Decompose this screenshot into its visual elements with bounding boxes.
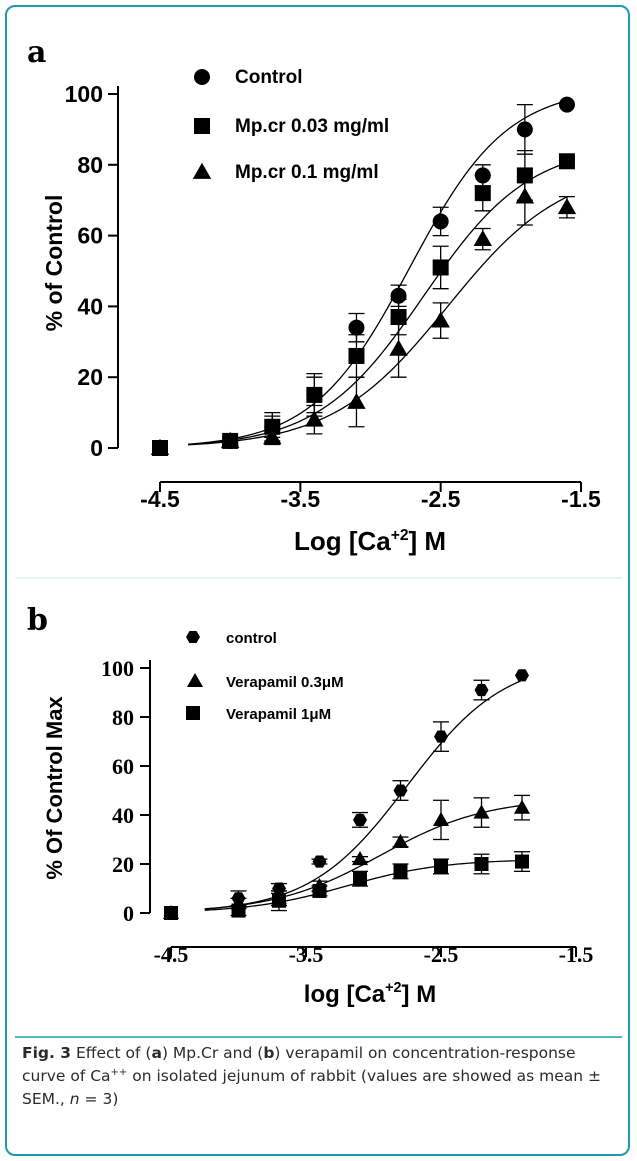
series-triangle	[150, 167, 577, 455]
x-tick-label: -4.5	[140, 486, 180, 512]
y-tick-label: 40	[112, 803, 134, 828]
y-axis-label: % Of Control Max	[42, 696, 67, 880]
data-point	[474, 185, 491, 202]
y-tick-label: 20	[77, 364, 103, 390]
data-point	[305, 410, 324, 427]
legend-marker	[186, 672, 204, 688]
data-point	[513, 799, 531, 814]
x-axis-label: Log [Ca+2] M	[294, 526, 446, 556]
legend-label: Verapamil 0.3μM	[226, 674, 344, 691]
data-point	[431, 311, 450, 328]
y-tick-label: 80	[112, 705, 134, 730]
data-point	[434, 859, 448, 874]
data-point	[306, 386, 323, 403]
x-tick-label: -3.5	[289, 942, 324, 967]
data-point	[150, 438, 170, 455]
x-tick-label: -1.5	[559, 942, 594, 967]
chart-panel-a: 0 20 40 60 80 100 -4.5 -3.5 -2.5 -1.5 % of Control…	[41, 67, 601, 556]
x-tick-label: -2.5	[424, 942, 459, 967]
series-square	[152, 149, 575, 456]
figure-caption: Fig. 3 Effect of (a) Mp.Cr and (b) verap…	[22, 1044, 602, 1108]
legend-label: Verapamil 1μM	[226, 706, 331, 723]
data-point	[347, 392, 366, 409]
data-point	[515, 187, 535, 204]
data-point	[353, 871, 367, 886]
x-tick-label: -1.5	[561, 486, 601, 512]
fit-curve	[188, 162, 568, 446]
data-point	[312, 883, 327, 898]
legend-marker	[186, 706, 200, 720]
y-tick-label: 20	[112, 852, 134, 877]
x-axis-label-superscript: +2	[385, 980, 401, 996]
y-tick-label: 60	[112, 754, 134, 779]
legend-label: Control	[235, 67, 303, 88]
x-axis-label-main: log [Ca	[304, 981, 386, 1008]
panel-b-label: b	[27, 603, 48, 638]
data-point	[432, 213, 449, 230]
data-point	[558, 153, 575, 170]
data-point	[515, 669, 529, 682]
x-tick-label: -4.5	[154, 942, 189, 967]
data-point	[164, 906, 178, 920]
data-point	[432, 811, 450, 826]
data-point	[389, 339, 408, 356]
data-point	[474, 683, 489, 697]
data-point	[348, 347, 365, 364]
y-tick-label: 0	[123, 901, 134, 926]
y-tick-label: 100	[101, 656, 134, 681]
y-axis-label: % of Control	[41, 195, 67, 332]
series-square	[164, 851, 530, 920]
x-axis-label-end: ] M	[402, 981, 437, 1008]
data-point	[220, 431, 240, 448]
legend-marker	[194, 118, 210, 134]
x-tick-label: -3.5	[281, 486, 321, 512]
legend-label: Mp.cr 0.1 mg/ml	[235, 162, 379, 183]
legend-marker	[186, 630, 200, 644]
data-point	[392, 833, 409, 848]
panel-a-label: a	[27, 35, 46, 70]
data-point	[558, 96, 575, 113]
data-point	[312, 855, 327, 868]
y-tick-label: 0	[90, 435, 103, 461]
data-point	[434, 730, 448, 743]
series-circle	[152, 96, 575, 456]
legend-label: control	[226, 630, 277, 647]
data-point	[393, 864, 408, 879]
data-point	[474, 857, 489, 871]
x-tick-label: -2.5	[421, 486, 461, 512]
data-point	[557, 198, 577, 215]
fit-curve	[204, 680, 521, 910]
data-point	[515, 854, 529, 869]
y-tick-label: 100	[65, 81, 103, 107]
caption-fig-label: Fig. 3	[22, 1044, 72, 1062]
x-axis-label-superscript: +2	[391, 527, 409, 544]
data-point	[432, 259, 449, 276]
y-tick-label: 60	[77, 223, 103, 249]
data-point	[516, 121, 533, 138]
x-axis-label-end: ] M	[409, 526, 447, 556]
data-point	[393, 784, 408, 797]
fit-curve	[188, 196, 568, 446]
data-point	[351, 851, 369, 866]
legend-marker	[192, 162, 212, 179]
x-axis-label: log [Ca+2] M	[304, 980, 436, 1008]
data-point	[473, 804, 490, 819]
data-point	[272, 893, 286, 908]
legend-label: Mp.cr 0.03 mg/ml	[235, 116, 389, 137]
data-point	[348, 319, 365, 336]
data-point	[263, 428, 282, 445]
y-tick-label: 40	[77, 293, 103, 319]
data-point	[353, 813, 367, 826]
series-hexagon	[164, 669, 529, 920]
data-point	[231, 903, 246, 918]
x-axis-label-main: Log [Ca	[294, 526, 391, 556]
fit-curve	[188, 100, 568, 445]
y-tick-label: 80	[77, 152, 103, 178]
legend-marker	[194, 69, 210, 85]
data-point	[473, 229, 492, 247]
chart-panel-b: 0 20 40 60 80 100 -4.5 -3.5 -2.5 -1.5 % Of Control…	[42, 630, 593, 1008]
